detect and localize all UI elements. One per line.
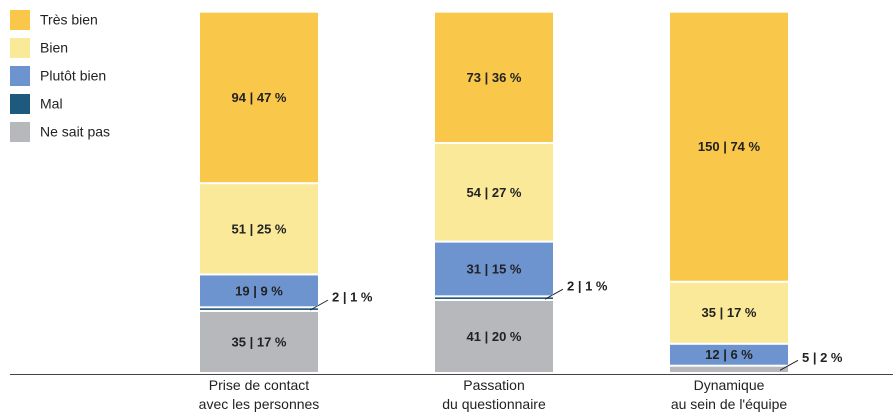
value-label: 5 | 2 % <box>802 350 843 365</box>
value-label: 73 | 36 % <box>467 70 522 85</box>
legend-label: Mal <box>40 96 63 112</box>
value-label: 2 | 1 % <box>332 290 373 305</box>
bar-segment <box>435 301 553 372</box>
value-label: 35 | 17 % <box>232 334 287 349</box>
bar-segment <box>200 311 318 372</box>
value-label: 94 | 47 % <box>232 90 287 105</box>
value-label: 2 | 1 % <box>567 279 608 294</box>
value-label: 41 | 20 % <box>467 329 522 344</box>
bar-segment <box>200 184 318 274</box>
bar-segment <box>435 297 553 299</box>
bar-segment <box>435 12 553 143</box>
value-label: 31 | 15 % <box>467 261 522 276</box>
bar-segment <box>670 282 788 343</box>
bar-segment <box>670 344 788 365</box>
legend-swatch <box>10 122 30 142</box>
value-label: 150 | 74 % <box>698 139 761 154</box>
bar-segment <box>200 12 318 183</box>
bar-segment <box>435 144 553 241</box>
x-tick-label: Dynamique au sein de l'équipe <box>670 377 788 412</box>
leader-line <box>309 299 329 311</box>
value-label: 51 | 25 % <box>232 221 287 236</box>
bar-segment <box>435 242 553 296</box>
legend-label: Ne sait pas <box>40 124 110 140</box>
legend-label: Plutôt bien <box>40 68 106 84</box>
legend-label: Bien <box>40 40 68 56</box>
value-label: 54 | 27 % <box>467 185 522 200</box>
value-label: 19 | 9 % <box>235 283 283 298</box>
value-label: 35 | 17 % <box>702 305 757 320</box>
legend-swatch <box>10 38 30 58</box>
legend-swatch <box>10 10 30 30</box>
legend-swatch <box>10 66 30 86</box>
bar-segment <box>200 275 318 307</box>
legend-swatch <box>10 94 30 114</box>
x-tick-label: Passation du questionnaire <box>442 377 546 412</box>
x-tick-label: Prise de contact avec les personnes <box>198 377 320 412</box>
legend-label: Très bien <box>40 12 98 28</box>
leader-line <box>779 359 799 371</box>
leader-line <box>544 288 564 300</box>
bar-segment <box>670 366 788 372</box>
bar-segment <box>670 12 788 281</box>
bar-segment <box>200 308 318 310</box>
value-label: 12 | 6 % <box>705 347 753 362</box>
